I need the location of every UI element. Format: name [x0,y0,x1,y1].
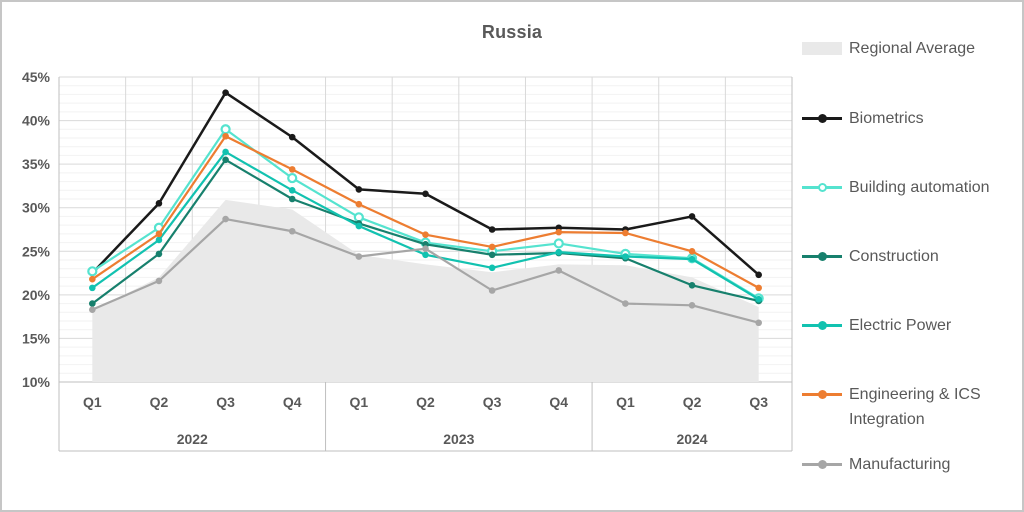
svg-text:2024: 2024 [676,431,707,447]
x-axis-quarter-labels: Q1 Q2 Q3 Q4 Q1 Q2 Q3 Q4 Q1 Q2 Q3 [83,394,768,410]
legend-label: Electric Power [849,317,952,334]
legend-item-manufacturing: Manufacturing [802,452,950,477]
building-automation-line-swatch-icon [802,175,842,200]
svg-text:35%: 35% [22,156,51,172]
series-engineering_ics [89,132,762,292]
manufacturing-line-swatch-icon [802,452,842,477]
legend-item-electric-power: Electric Power [802,313,951,338]
legend-label: Biometrics [849,110,924,127]
svg-text:Q1: Q1 [83,394,102,410]
chart-legend: Regional Average Biometrics Building aut… [800,2,1022,510]
svg-text:10%: 10% [22,374,51,390]
legend-label: Regional Average [849,40,976,57]
svg-text:30%: 30% [22,200,51,216]
svg-text:2023: 2023 [443,431,474,447]
legend-label: Construction [849,248,939,265]
svg-text:Q3: Q3 [749,394,768,410]
series-electric_power [89,148,762,303]
construction-line-swatch-icon [802,244,842,269]
regional-average-swatch-icon [802,36,842,61]
svg-text:45%: 45% [22,69,51,85]
legend-label: Engineering & ICS Integration [849,386,981,428]
svg-text:Q2: Q2 [416,394,435,410]
x-axis-year-labels: 2022 2023 2024 [177,431,708,447]
legend-item-building-automation: Building automation [802,175,990,200]
legend-item-construction: Construction [802,244,939,269]
legend-item-engineering-ics: Engineering & ICS Integration [802,382,1017,432]
svg-text:40%: 40% [22,113,51,129]
regional-average-area [92,199,759,382]
axis-frame [58,77,793,452]
svg-text:Q4: Q4 [283,394,302,410]
y-axis-labels: 10% 15% 20% 25% 30% 35% 40% 45% [22,69,51,390]
legend-item-regional-average: Regional Average [802,36,975,61]
engineering-ics-line-swatch-icon [802,382,842,407]
chart-canvas: 10% 15% 20% 25% 30% 35% 40% 45% Q1 Q2 Q3 Q4 Q1 Q2 Q3 Q4… [22,69,793,452]
svg-text:Q1: Q1 [350,394,369,410]
series-manufacturing [89,215,762,327]
svg-text:Q4: Q4 [549,394,568,410]
svg-text:Q2: Q2 [683,394,702,410]
legend-label: Manufacturing [849,456,951,473]
svg-text:2022: 2022 [177,431,208,447]
svg-text:Q2: Q2 [150,394,169,410]
svg-text:20%: 20% [22,287,51,303]
svg-text:Q3: Q3 [483,394,502,410]
svg-text:Q3: Q3 [216,394,235,410]
legend-item-biometrics: Biometrics [802,106,924,131]
biometrics-line-swatch-icon [802,106,842,131]
svg-text:15%: 15% [22,330,51,346]
electric-power-line-swatch-icon [802,313,842,338]
legend-label: Building automation [849,179,990,196]
chart-title: Russia [481,22,543,42]
svg-text:25%: 25% [22,243,51,259]
svg-text:Q1: Q1 [616,394,635,410]
